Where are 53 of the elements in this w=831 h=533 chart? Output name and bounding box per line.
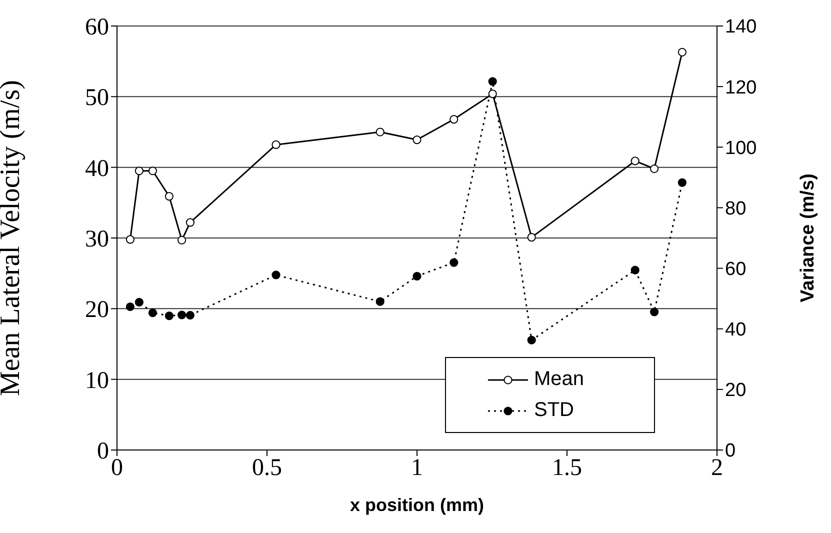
legend-label: Mean bbox=[534, 368, 584, 391]
point bbox=[412, 272, 422, 280]
x-tick-label: 2 bbox=[711, 455, 723, 482]
point bbox=[678, 178, 686, 187]
y2-tick-label: 120 bbox=[725, 77, 757, 98]
legend-label: STD bbox=[534, 399, 574, 422]
y-tick-label: 30 bbox=[85, 226, 109, 253]
point bbox=[148, 308, 157, 318]
point bbox=[650, 164, 659, 174]
point bbox=[630, 266, 640, 274]
y-tick-label: 10 bbox=[85, 368, 109, 394]
y2-tick-label: 60 bbox=[725, 259, 746, 280]
y2-tick-label: 20 bbox=[725, 380, 746, 402]
point bbox=[272, 140, 280, 150]
point bbox=[412, 135, 422, 144]
point bbox=[488, 77, 497, 86]
point bbox=[178, 310, 186, 320]
y2-tick-label: 100 bbox=[725, 138, 757, 159]
point bbox=[650, 308, 659, 316]
point bbox=[678, 48, 686, 56]
y2-axis-title: Variance (m/s) bbox=[798, 174, 819, 302]
point bbox=[527, 232, 536, 242]
point bbox=[450, 114, 458, 124]
point bbox=[134, 298, 144, 307]
y-tick-label: 60 bbox=[85, 14, 109, 41]
y-tick-label: 20 bbox=[85, 297, 109, 324]
y-tick-label: 0 bbox=[97, 438, 109, 465]
point bbox=[178, 236, 186, 244]
point bbox=[376, 297, 384, 306]
point bbox=[126, 235, 134, 244]
point bbox=[630, 156, 640, 166]
y2-tick-label: 140 bbox=[725, 16, 757, 38]
y2-tick-label: 40 bbox=[725, 320, 746, 341]
point bbox=[134, 166, 144, 176]
point bbox=[148, 166, 157, 176]
x-axis-title: x position (mm) bbox=[350, 495, 484, 515]
y-tick-label: 50 bbox=[85, 85, 109, 112]
point bbox=[164, 312, 174, 320]
point bbox=[126, 302, 134, 312]
point bbox=[527, 336, 536, 344]
y2-tick-label: 0 bbox=[725, 440, 736, 462]
y2-tick-label: 80 bbox=[725, 198, 746, 220]
point bbox=[186, 310, 194, 320]
point bbox=[488, 90, 497, 98]
point bbox=[164, 192, 174, 201]
point bbox=[272, 270, 280, 280]
point bbox=[186, 218, 194, 227]
point bbox=[450, 258, 458, 267]
x-tick-label: 0.5 bbox=[252, 455, 282, 482]
y-tick-label: 40 bbox=[85, 156, 109, 182]
x-tick-label: 1 bbox=[411, 455, 423, 482]
x-tick-label: 1.5 bbox=[552, 455, 582, 482]
point bbox=[376, 128, 384, 136]
